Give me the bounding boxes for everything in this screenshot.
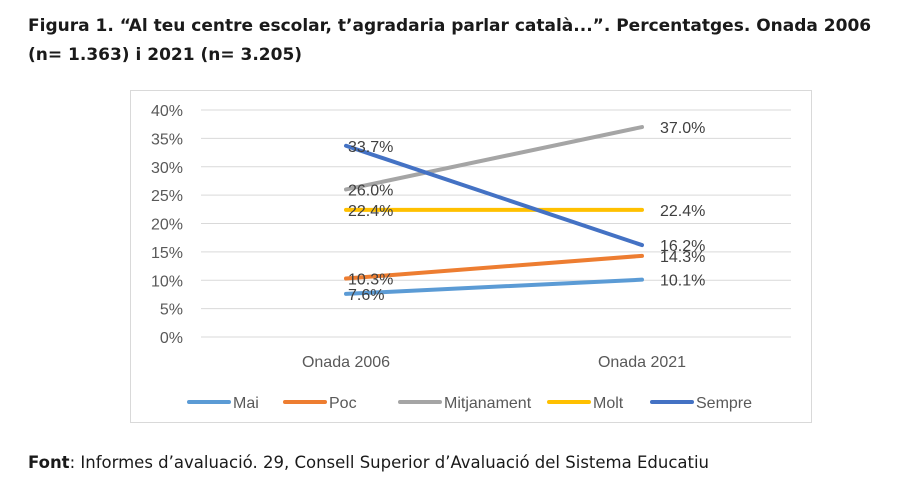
legend-label: Sempre [696,395,752,412]
gridlines [201,109,791,338]
y-tick-label: 35% [151,131,183,148]
series-lines [344,125,644,296]
legend-label: Molt [593,395,624,412]
line-chart: 0%5%10%15%20%25%30%35%40% Onada 2006 Onad… [151,103,791,412]
series-line-sempre [344,143,644,248]
legend-label: Mitjanament [444,395,532,412]
y-tick-label: 25% [151,188,183,205]
data-labels: 7.6% 10.1% 10.3% 14.3% 26.0% 37.0% 22.4% 22.4% 3… [348,120,705,304]
x-tick-label: Onada 2021 [598,354,686,371]
data-label: 37.0% [660,120,705,137]
data-label: 14.3% [660,249,705,266]
data-label: 10.1% [660,273,705,290]
legend-label: Mai [233,395,259,412]
series-line-mitjanament [344,125,644,192]
data-label: 10.3% [348,272,393,289]
source-note: Font: Informes d’avaluació. 29, Consell … [28,453,709,472]
y-axis-tick-labels: 0% 5% 10% 15% 20% 25% 30% 35% 40% [151,103,183,347]
data-label: 22.4% [660,203,705,220]
y-tick-label: 10% [151,273,183,290]
y-tick-label: 5% [160,302,183,319]
data-label: 33.7% [348,139,393,156]
series-line-poc [344,253,644,281]
y-tick-label: 15% [151,245,183,262]
data-label: 22.4% [348,203,393,220]
y-tick-label: 20% [151,217,183,234]
y-tick-label: 0% [160,330,183,347]
legend-label: Poc [329,395,357,412]
x-axis-tick-labels: Onada 2006 Onada 2021 [302,354,686,371]
y-tick-label: 40% [151,103,183,120]
x-tick-label: Onada 2006 [302,354,390,371]
data-label: 7.6% [348,287,384,304]
legend: Mai Poc Mitjanament Molt Sempre [187,395,752,412]
figure-title: Figura 1. “Al teu centre escolar, t’agra… [28,16,872,65]
data-label: 26.0% [348,182,393,199]
data-label: 16.2% [660,238,705,255]
source-label: Font [28,453,70,472]
series-line-mai [344,277,644,296]
chart-frame: 0% 5% 10% 15% 20% 25% 30% 35% 40% Onada 2006 Onad… [130,90,812,423]
y-tick-label: 30% [151,160,183,177]
source-text: : Informes d’avaluació. 29, Consell Supe… [69,453,710,472]
